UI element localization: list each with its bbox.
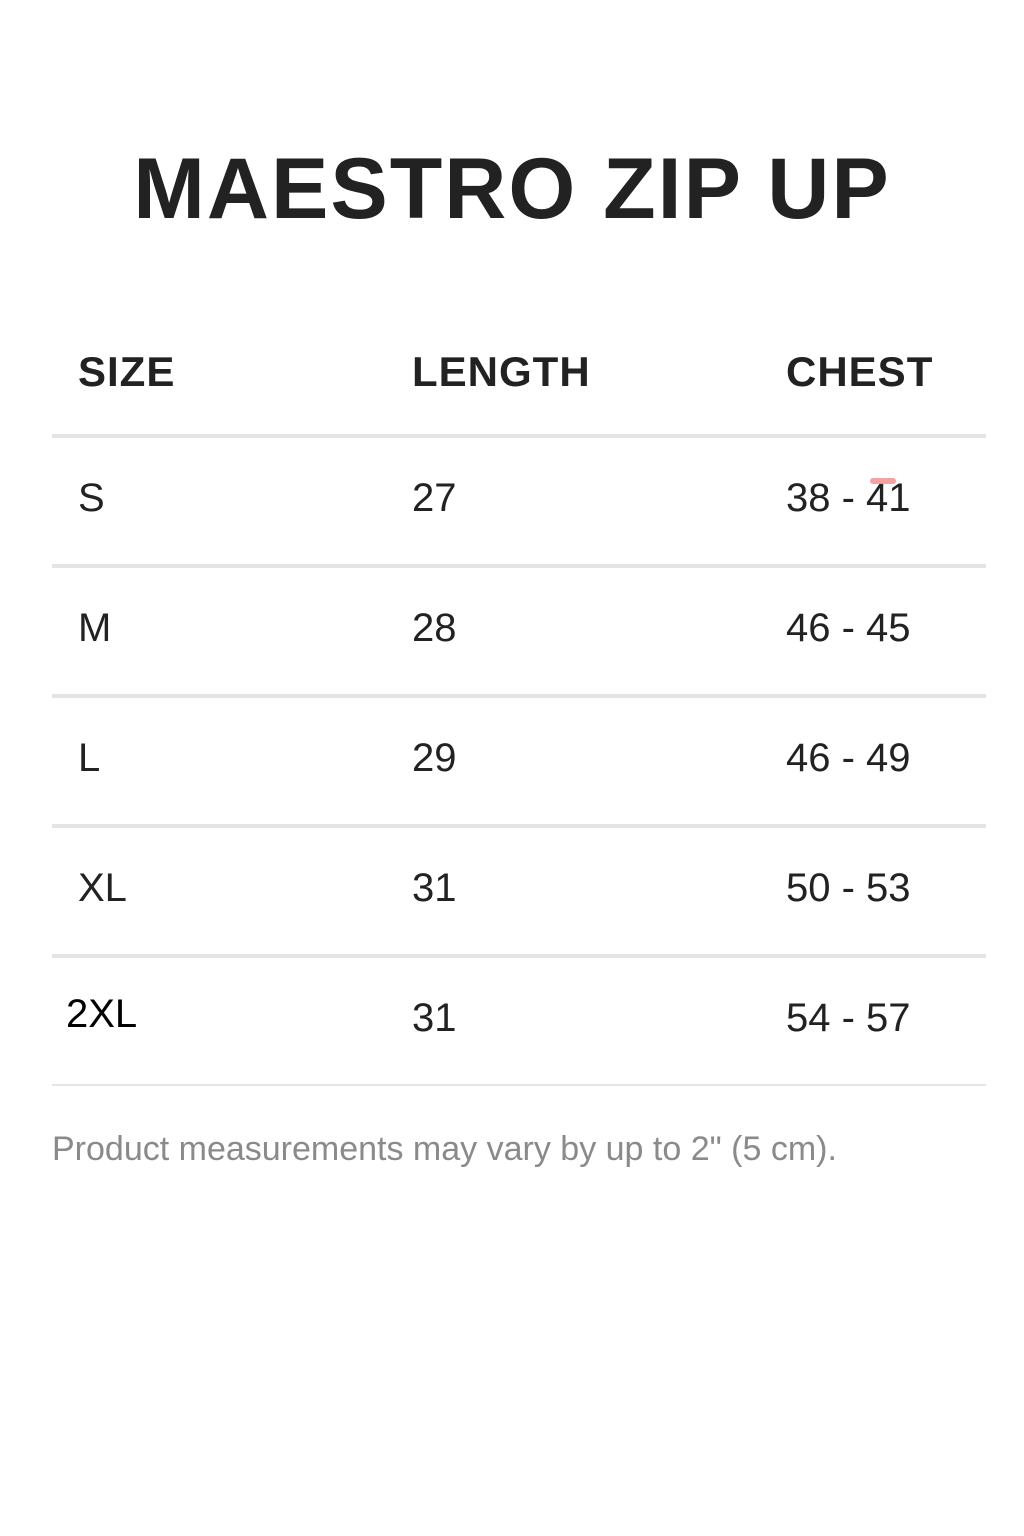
chest-cell: 46 - 45 xyxy=(786,606,911,650)
header-chest: CHEST xyxy=(786,348,934,395)
row-divider xyxy=(52,954,986,958)
length-cell: 31 xyxy=(412,996,457,1040)
size-cell: M xyxy=(78,606,112,650)
measurement-note: Product measurements may vary by up to 2… xyxy=(52,1130,837,1168)
chest-cell: 50 - 53 xyxy=(786,866,911,910)
length-cell: 27 xyxy=(412,476,457,520)
length-cell: 28 xyxy=(412,606,457,650)
row-divider xyxy=(52,694,986,698)
chest-cell: 46 - 49 xyxy=(786,736,911,780)
size-cell: XL xyxy=(78,866,127,910)
red-highlight-mark xyxy=(870,478,896,484)
size-cell: 2XL xyxy=(66,992,138,1036)
length-cell: 29 xyxy=(412,736,457,780)
row-divider xyxy=(52,1084,986,1086)
header-size: SIZE xyxy=(78,348,176,395)
size-cell: S xyxy=(78,476,105,520)
header-divider xyxy=(52,434,986,438)
page-title: MAESTRO ZIP UP xyxy=(133,141,891,237)
size-cell: L xyxy=(78,736,101,780)
chest-cell: 54 - 57 xyxy=(786,996,911,1040)
header-length: LENGTH xyxy=(412,348,591,395)
row-divider xyxy=(52,564,986,568)
length-cell: 31 xyxy=(412,866,457,910)
row-divider xyxy=(52,824,986,828)
